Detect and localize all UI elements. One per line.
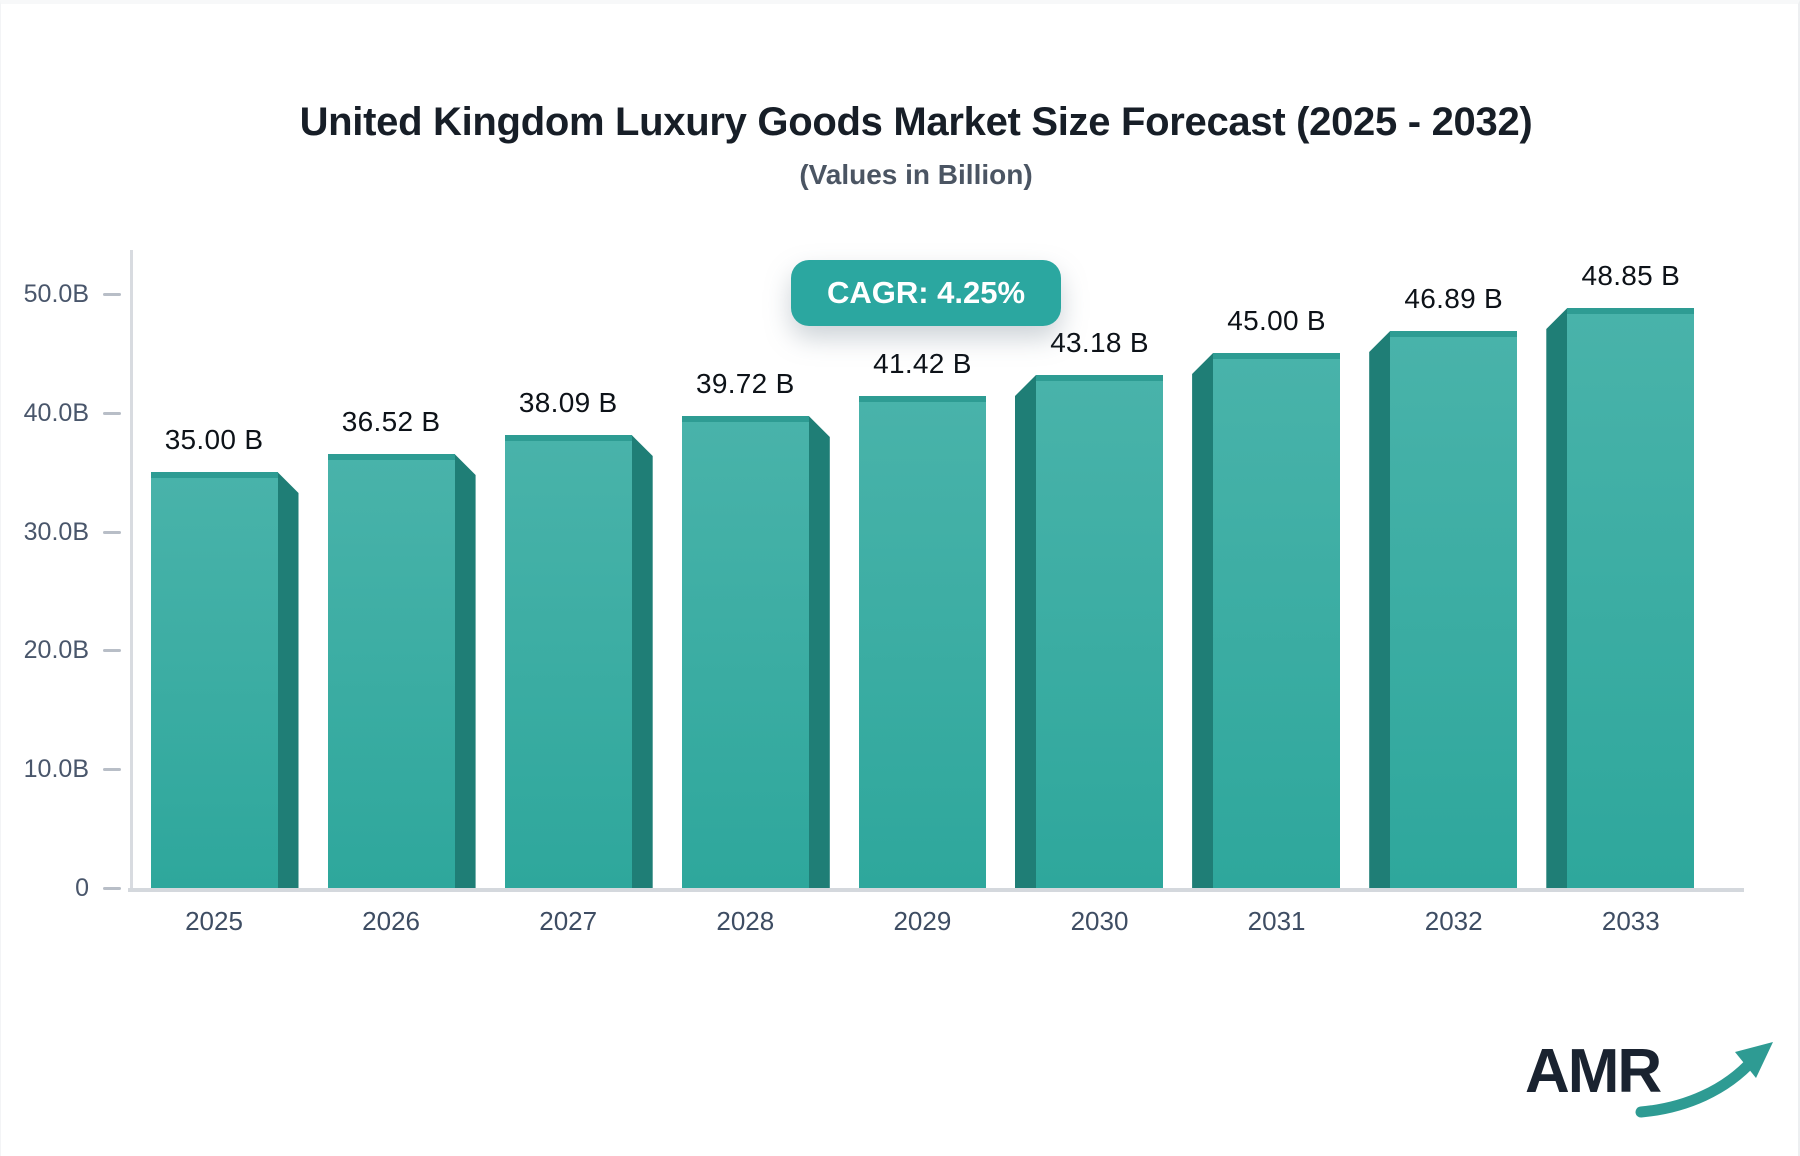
- bar-top-edge: [858, 396, 986, 402]
- y-tick: [103, 411, 121, 415]
- bar-value-label: 41.42 B: [873, 348, 972, 379]
- bar-face: [1567, 308, 1695, 888]
- x-tick-label: 2030: [1070, 906, 1129, 936]
- bar-top-edge: [150, 472, 278, 478]
- y-tick: [103, 768, 121, 772]
- bar-2032: [1369, 331, 1518, 888]
- x-tick-label: 2025: [185, 906, 243, 936]
- y-tick: [103, 293, 121, 296]
- bar-side-3d: [1192, 353, 1214, 888]
- bar-side-3d: [454, 454, 476, 888]
- bar-value-label: 36.52 B: [341, 406, 441, 437]
- bar-2031: [1192, 353, 1341, 888]
- y-axis-line: [130, 250, 133, 892]
- x-tick-label: 2028: [716, 906, 775, 936]
- bar-value-label: 38.09 B: [518, 387, 618, 418]
- bar-2027: [504, 435, 653, 888]
- growth-arrow-icon: [1635, 1042, 1773, 1118]
- x-tick-label: 2032: [1424, 906, 1483, 936]
- bar-top-edge: [1390, 331, 1518, 337]
- bar-chart: 0 10.0B 20.0B 30.0B 40.0B 50.0B 35.00 B 2025 36.…: [1, 4, 1798, 1156]
- chart-page: United Kingdom Luxury Goods Market Size …: [1, 4, 1798, 1156]
- chart-subtitle: (Values in Billion): [799, 159, 1033, 190]
- bar-face: [1390, 331, 1518, 888]
- bar-value-label: 43.18 B: [1050, 327, 1149, 358]
- x-tick-label: 2027: [539, 906, 598, 936]
- y-tick-label: 30.0B: [23, 517, 89, 546]
- bar-top-edge: [1036, 375, 1163, 381]
- bar-face: [327, 454, 455, 888]
- bar-2029: [858, 396, 986, 888]
- bar-face: [681, 416, 809, 888]
- chart-header: United Kingdom Luxury Goods Market Size …: [31, 100, 1800, 191]
- bar-top-edge: [1213, 353, 1341, 359]
- bar-top-edge: [1567, 308, 1695, 314]
- bar-top-edge: [681, 416, 809, 422]
- bar-2026: [327, 454, 476, 888]
- bar-face: [504, 435, 632, 888]
- bar-face: [150, 472, 278, 888]
- bar-side-3d: [631, 435, 653, 888]
- bar-value-label: 35.00 B: [164, 424, 264, 455]
- bar-side-3d: [1015, 375, 1036, 888]
- bar-top-edge: [327, 454, 455, 460]
- x-tick-label: 2029: [893, 906, 952, 936]
- y-tick: [103, 887, 121, 890]
- bar-side-3d: [277, 472, 299, 888]
- x-tick-label: 2031: [1247, 906, 1306, 936]
- bar-side-3d: [808, 416, 830, 888]
- bar-2033: [1546, 308, 1695, 888]
- amr-logo-text: AMR: [1525, 1037, 1662, 1106]
- y-tick-label: 50.0B: [23, 280, 89, 308]
- y-tick-label: 20.0B: [23, 636, 89, 665]
- bar-side-3d: [1369, 331, 1391, 888]
- bar-value-label: 45.00 B: [1227, 305, 1326, 336]
- y-tick-label: 0: [75, 874, 89, 902]
- amr-logo: AMR: [1525, 1036, 1775, 1126]
- y-tick: [103, 530, 121, 534]
- y-tick-label: 10.0B: [23, 755, 89, 784]
- y-tick-label: 40.0B: [23, 398, 89, 427]
- x-tick-label: 2033: [1601, 906, 1660, 936]
- bar-face: [858, 396, 986, 888]
- bar-face: [1036, 375, 1163, 888]
- bar-value-label: 39.72 B: [695, 368, 795, 399]
- bar-face: [1213, 353, 1341, 888]
- bar-2028: [681, 416, 830, 888]
- chart-title: United Kingdom Luxury Goods Market Size …: [299, 100, 1533, 144]
- x-tick-label: 2026: [362, 906, 421, 936]
- bar-2030: [1015, 375, 1163, 888]
- bar-side-3d: [1546, 308, 1568, 888]
- bar-top-edge: [504, 435, 632, 441]
- bar-value-label: 48.85 B: [1581, 260, 1681, 291]
- bar-2025: [150, 472, 299, 888]
- x-axis-line: [128, 888, 1744, 892]
- cagr-badge: CAGR: 4.25%: [791, 260, 1061, 326]
- bar-value-label: 46.89 B: [1404, 283, 1503, 314]
- y-tick: [103, 649, 121, 653]
